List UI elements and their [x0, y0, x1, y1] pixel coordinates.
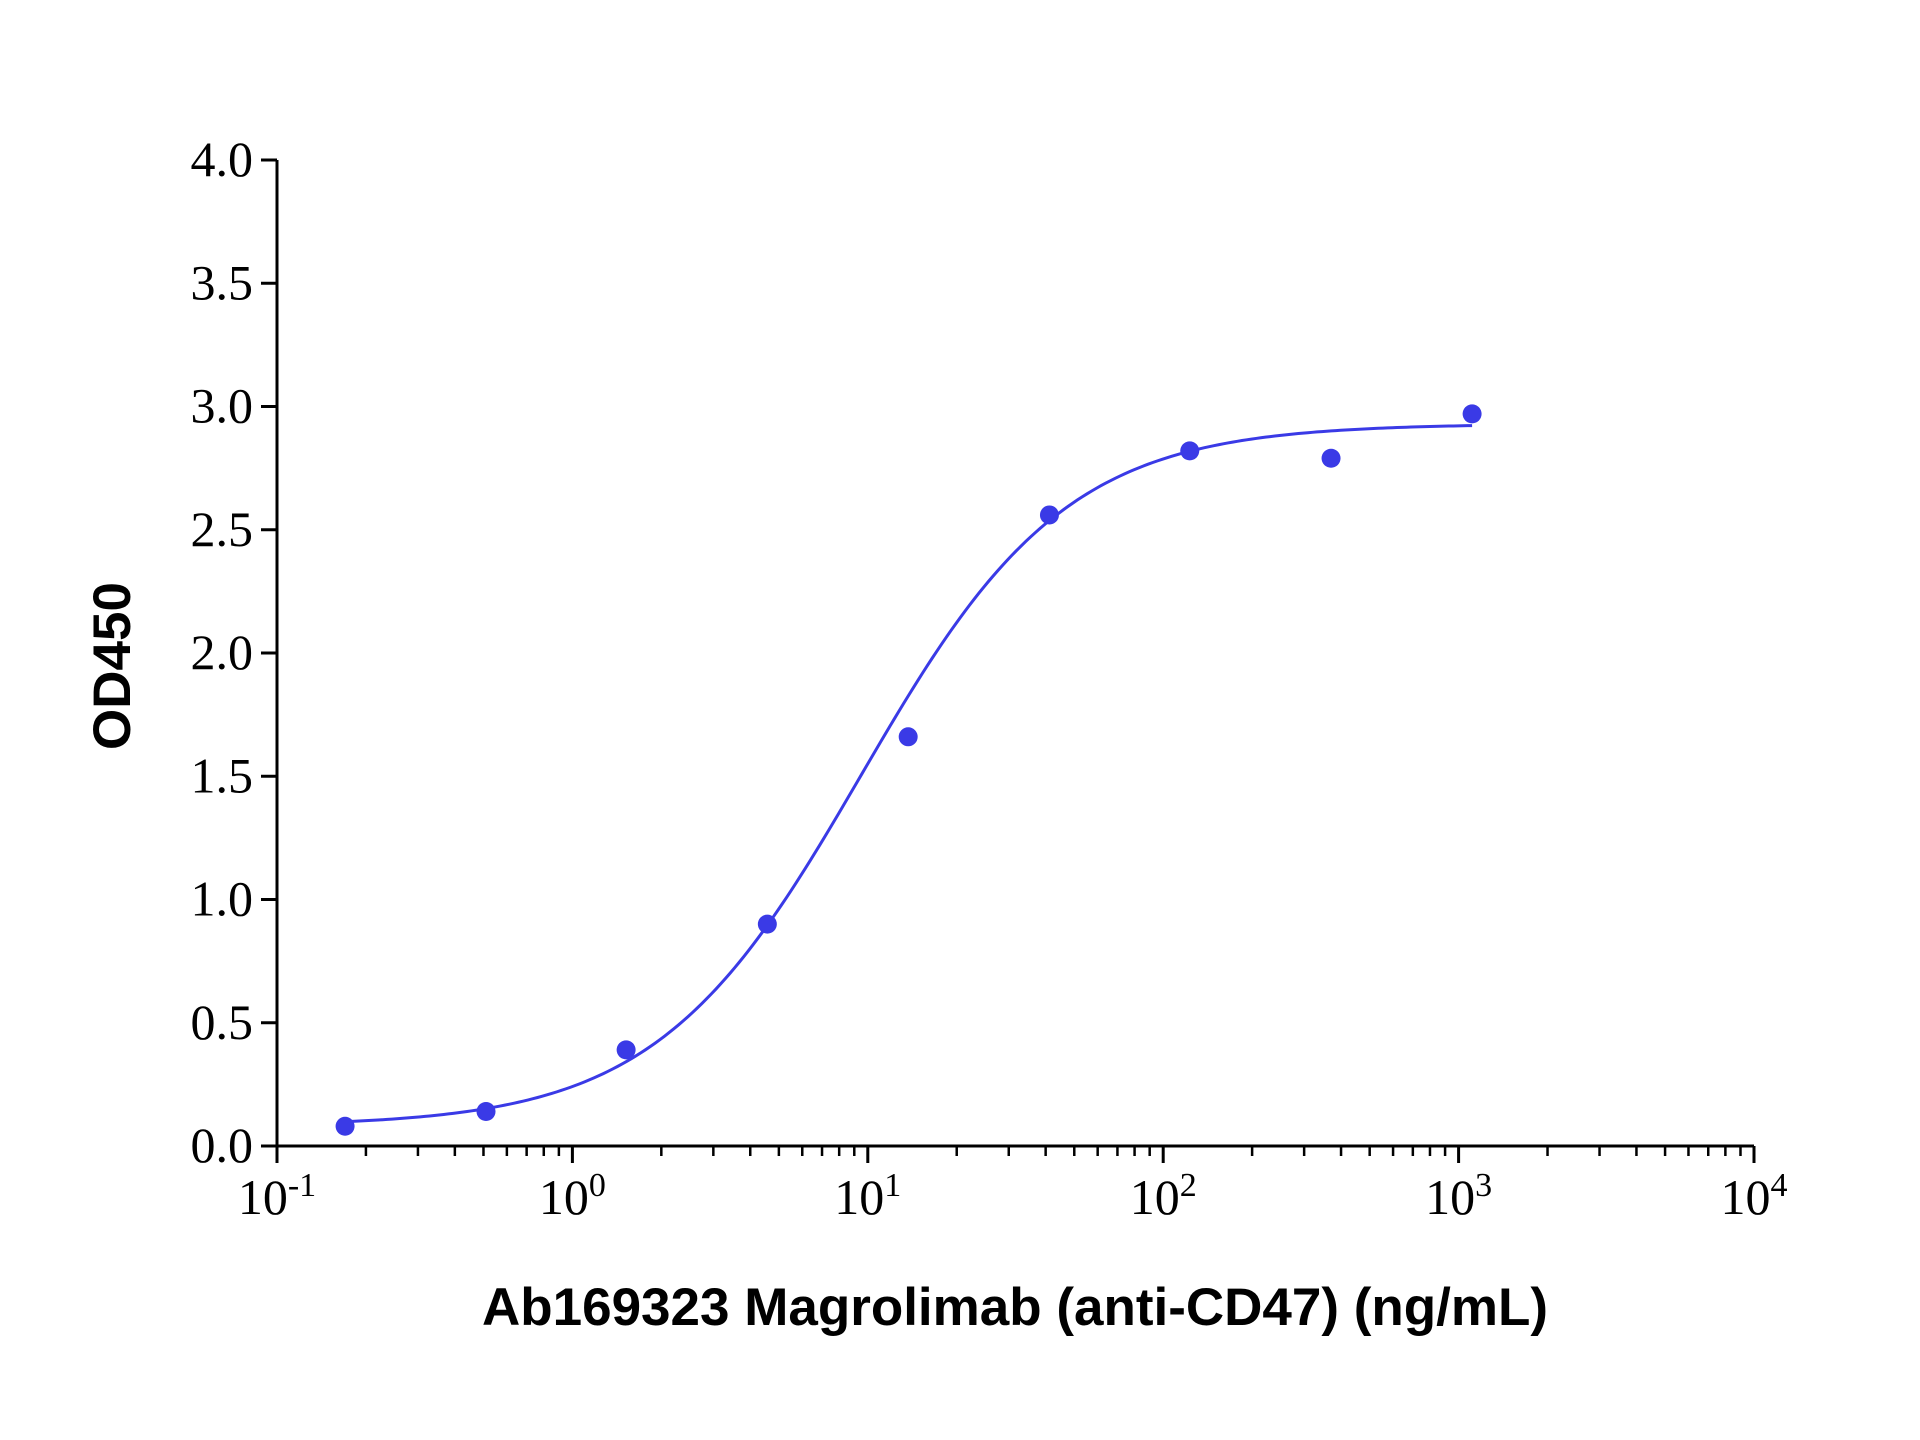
y-tick-label: 2.5 — [191, 501, 254, 557]
x-tick-label: 101 — [834, 1167, 901, 1225]
y-tick-label: 3.0 — [191, 378, 254, 434]
data-points-layer — [335, 404, 1482, 1136]
x-axis-label: Ab169323 Magrolimab (anti-CD47) (ng/mL) — [482, 1278, 1548, 1337]
data-point — [1039, 505, 1059, 525]
y-tick-label: 1.5 — [191, 747, 254, 803]
y-tick-label: 0.5 — [191, 994, 254, 1050]
y-tick-label: 1.0 — [191, 871, 254, 927]
data-point — [476, 1101, 496, 1121]
data-point — [1462, 404, 1482, 424]
data-point — [1321, 448, 1341, 468]
data-point — [757, 914, 777, 934]
fit-curve — [345, 424, 1473, 1124]
axes-layer — [275, 160, 1754, 1148]
data-point — [898, 727, 918, 747]
data-point — [1180, 441, 1200, 461]
x-tick-label: 10-1 — [238, 1167, 316, 1225]
y-tick-label: 2.0 — [191, 624, 254, 680]
x-ticks-layer: 10-1 100 101 102 103 104 — [238, 1146, 1788, 1225]
y-axis-label: OD450 — [83, 582, 142, 750]
x-tick-label: 102 — [1130, 1167, 1197, 1225]
y-tick-label: 3.5 — [191, 254, 254, 310]
y-ticks-layer: 0.0 0.5 1.0 1.5 2.0 2.5 3.0 3.5 4.0 — [191, 131, 277, 1173]
data-point — [335, 1116, 355, 1136]
x-tick-label: 103 — [1425, 1167, 1492, 1225]
y-tick-label: 0.0 — [191, 1117, 254, 1173]
x-tick-label: 104 — [1721, 1167, 1788, 1225]
y-tick-label: 4.0 — [191, 131, 254, 187]
x-tick-label: 100 — [539, 1167, 606, 1225]
fit-curve-layer — [345, 424, 1473, 1124]
data-point — [616, 1040, 636, 1060]
